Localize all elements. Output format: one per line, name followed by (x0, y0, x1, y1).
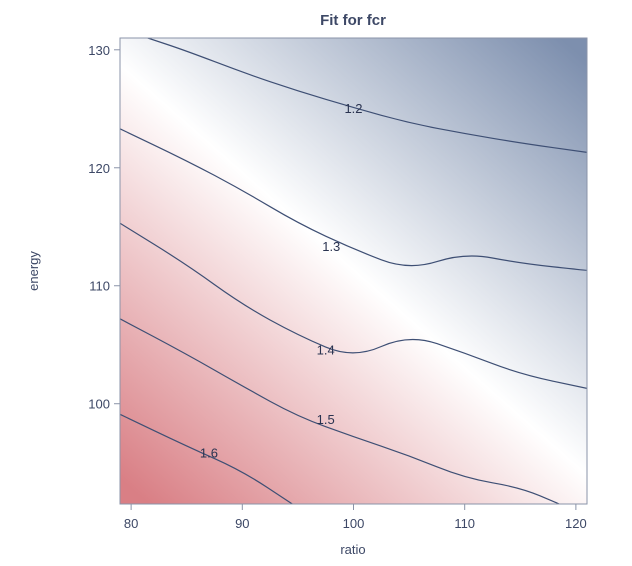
contour-label-1.2: 1.2 (344, 101, 362, 116)
contour-line-1.5 (120, 318, 560, 504)
contour-line-1.4 (120, 222, 587, 389)
y-axis: 100 110 120 130 (88, 38, 121, 504)
y-axis-label: energy (26, 251, 41, 291)
y-tick-label: 130 (88, 43, 110, 58)
x-tick-label: 100 (343, 516, 365, 531)
x-axis-label: ratio (340, 542, 365, 557)
contour-label-1.3: 1.3 (322, 239, 340, 254)
x-tick-label: 110 (454, 516, 475, 531)
contour-line-1.2 (147, 38, 587, 153)
x-axis: 80 90 100 110 120 (120, 503, 587, 531)
x-tick-label: 120 (565, 516, 587, 531)
contour-label-1.4: 1.4 (317, 343, 335, 358)
chart-title: Fit for fcr (320, 12, 386, 29)
y-tick-label: 100 (88, 397, 110, 412)
contour-line-1.3 (120, 128, 587, 272)
plot-background (120, 38, 587, 504)
y-tick-label: 110 (89, 279, 110, 294)
contour-labels: 1.2 1.3 1.4 1.5 1.6 (200, 101, 363, 460)
x-tick-label: 80 (124, 516, 138, 531)
y-tick-label: 120 (88, 161, 110, 176)
contour-line-1.6 (120, 413, 293, 504)
contour-lines (120, 38, 587, 504)
contour-label-1.5: 1.5 (317, 412, 335, 427)
plot-area: 1.2 1.3 1.4 1.5 1.6 (119, 37, 588, 505)
contour-label-1.6: 1.6 (200, 445, 218, 460)
x-tick-label: 90 (235, 516, 249, 531)
